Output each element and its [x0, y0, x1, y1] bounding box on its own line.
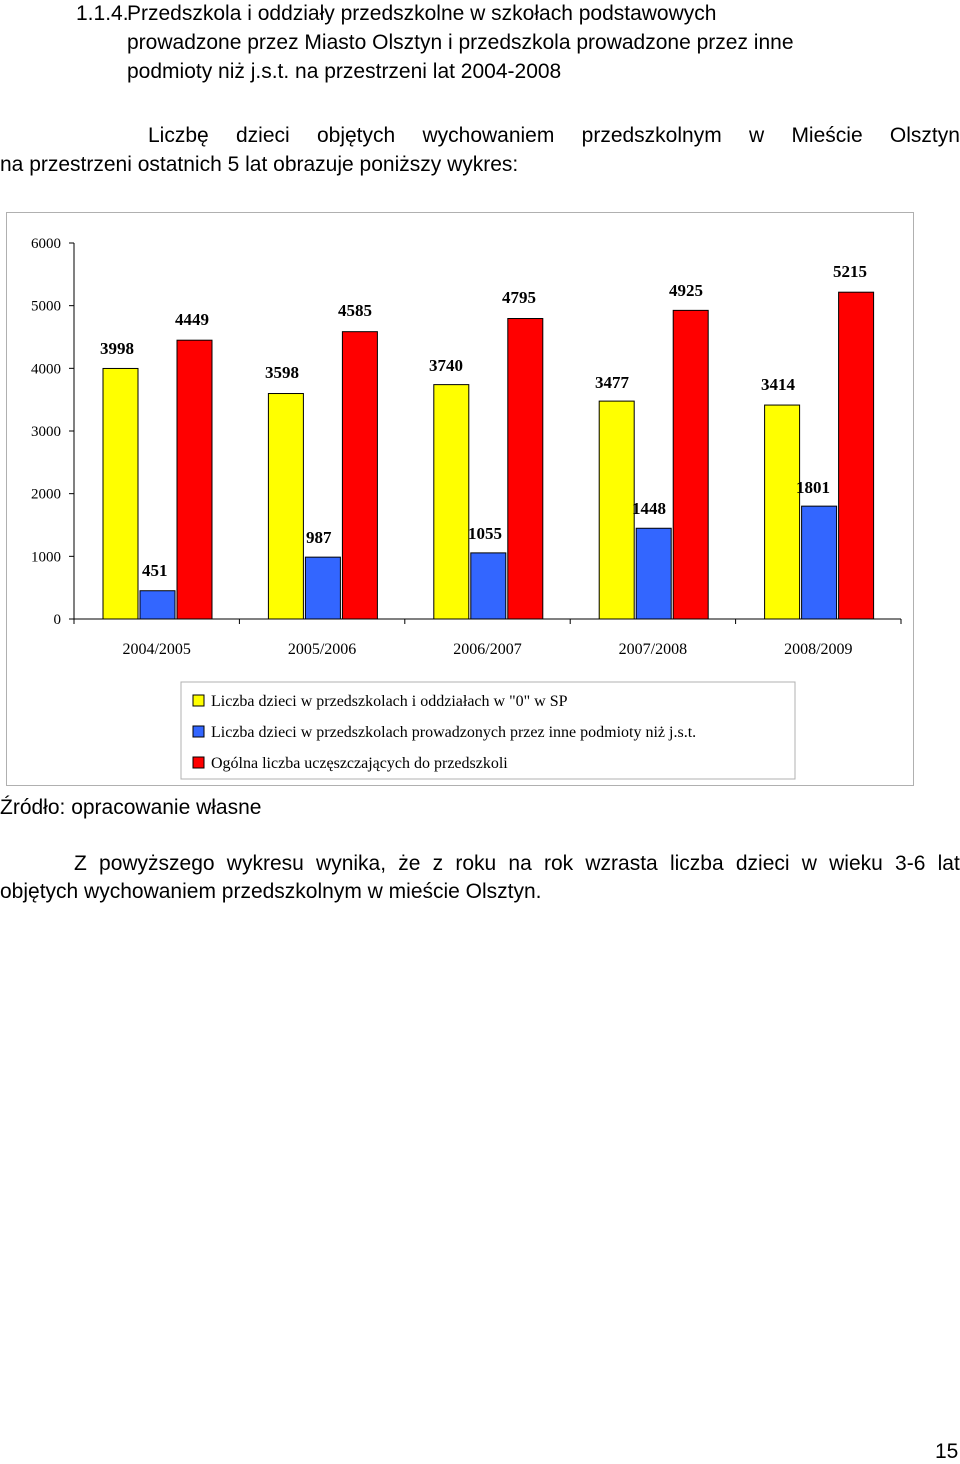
conclusion-word: że	[398, 852, 421, 875]
bar-1	[635, 527, 672, 620]
legend-swatch	[192, 756, 205, 769]
page-number: 15	[935, 1440, 959, 1463]
bar-0	[764, 404, 801, 620]
legend-label: Ogólna liczba uczęszczających do przedsz…	[211, 755, 508, 772]
bar-0	[267, 393, 304, 620]
legend-swatch	[192, 694, 205, 707]
intro-word: objętych	[316, 124, 396, 147]
data-label: 987	[306, 528, 332, 547]
data-label: 3998	[100, 339, 134, 358]
section-title-line-1: Przedszkola i oddziały przedszkolne w sz…	[127, 2, 717, 25]
conclusion-word: Z	[74, 852, 87, 875]
source-note: Źródło: opracowanie własne	[0, 796, 262, 819]
conclusion-word: wzrasta	[585, 852, 658, 875]
conclusion-line-2: objętych wychowaniem przedszkolnym w mie…	[0, 880, 542, 903]
intro-word: Olsztyn	[889, 124, 960, 147]
intro-word: wychowaniem	[422, 124, 555, 147]
bar-2	[176, 339, 213, 620]
data-label: 1448	[632, 499, 666, 518]
data-label: 3598	[265, 363, 299, 382]
data-label: 4585	[338, 301, 372, 320]
y-tick-label: 4000	[31, 361, 61, 377]
data-label: 4795	[502, 288, 536, 307]
bar-2	[341, 331, 378, 620]
data-label: 1801	[796, 478, 830, 497]
intro-word: przedszkolnym	[581, 124, 722, 147]
bar-2	[507, 318, 544, 620]
x-tick-label: 2006/2007	[453, 641, 521, 658]
conclusion-word: wynika,	[316, 852, 387, 875]
legend-label: Liczba dzieci w przedszkolach i oddziała…	[211, 693, 568, 710]
data-label: 1055	[468, 524, 502, 543]
y-tick-label: 0	[54, 612, 62, 628]
conclusion-word: liczba	[669, 852, 724, 875]
conclusion-word: 3-6	[895, 852, 926, 875]
conclusion-word: dzieci	[735, 852, 790, 875]
data-label: 3740	[429, 356, 463, 375]
x-tick-label: 2005/2006	[288, 641, 356, 658]
intro-word: dzieci	[235, 124, 290, 147]
y-tick-label: 1000	[31, 549, 61, 565]
data-label: 4449	[175, 310, 209, 329]
legend-label: Liczba dzieci w przedszkolach prowadzony…	[211, 724, 696, 741]
data-label: 5215	[833, 262, 867, 281]
conclusion-word: z	[432, 852, 444, 875]
bar-2	[838, 291, 875, 620]
data-label: 451	[142, 561, 168, 580]
bar-1	[801, 505, 838, 620]
section-title-line-3: podmioty niż j.s.t. na przestrzeni lat 2…	[127, 60, 562, 83]
intro-line-2: na przestrzeni ostatnich 5 lat obrazuje …	[0, 153, 519, 176]
intro-line-1: Liczbę dzieci objętych wychowaniem przedszko…	[0, 122, 960, 150]
y-tick-label: 3000	[31, 424, 61, 440]
x-tick-label: 2004/2005	[122, 641, 190, 658]
bar-2	[672, 309, 709, 620]
legend-swatch	[192, 725, 205, 738]
conclusion-word: wieku	[829, 852, 883, 875]
data-label: 3477	[595, 373, 630, 392]
y-tick-label: 6000	[31, 236, 61, 252]
bar-0	[433, 384, 470, 620]
intro-word: Mieście	[791, 124, 863, 147]
bar-1	[470, 552, 507, 620]
bar-0	[102, 367, 139, 620]
y-tick-label: 5000	[31, 299, 61, 315]
bar-chart: 0 1000 2000 3000 4000 5000 6000 2004/2005 2005/2…	[31, 236, 902, 780]
bar-1	[304, 556, 341, 620]
conclusion-word: wykresu	[226, 852, 304, 875]
intro-word: w	[748, 124, 765, 147]
conclusion-word: powyższego	[99, 852, 215, 875]
data-label: 3414	[761, 375, 796, 394]
bar-0	[598, 400, 635, 620]
chart-frame: 0 1000 2000 3000 4000 5000 6000 2004/2005 2005/2…	[6, 212, 914, 786]
conclusion-word: na	[508, 852, 532, 875]
bar-1	[139, 590, 176, 620]
conclusion-word: roku	[455, 852, 497, 875]
conclusion-word: rok	[543, 852, 574, 875]
intro-word: Liczbę	[148, 124, 209, 147]
x-tick-label: 2008/2009	[784, 641, 852, 658]
x-tick-label: 2007/2008	[619, 641, 687, 658]
y-tick-label: 2000	[31, 487, 61, 503]
data-label: 4925	[669, 281, 703, 300]
section-title-line-2: prowadzone przez Miasto Olsztyn i przeds…	[127, 31, 794, 54]
conclusion-word: lat	[937, 852, 960, 875]
section-number: 1.1.4.	[76, 2, 129, 25]
legend-box	[180, 681, 796, 780]
conclusion-word: w	[801, 852, 817, 875]
